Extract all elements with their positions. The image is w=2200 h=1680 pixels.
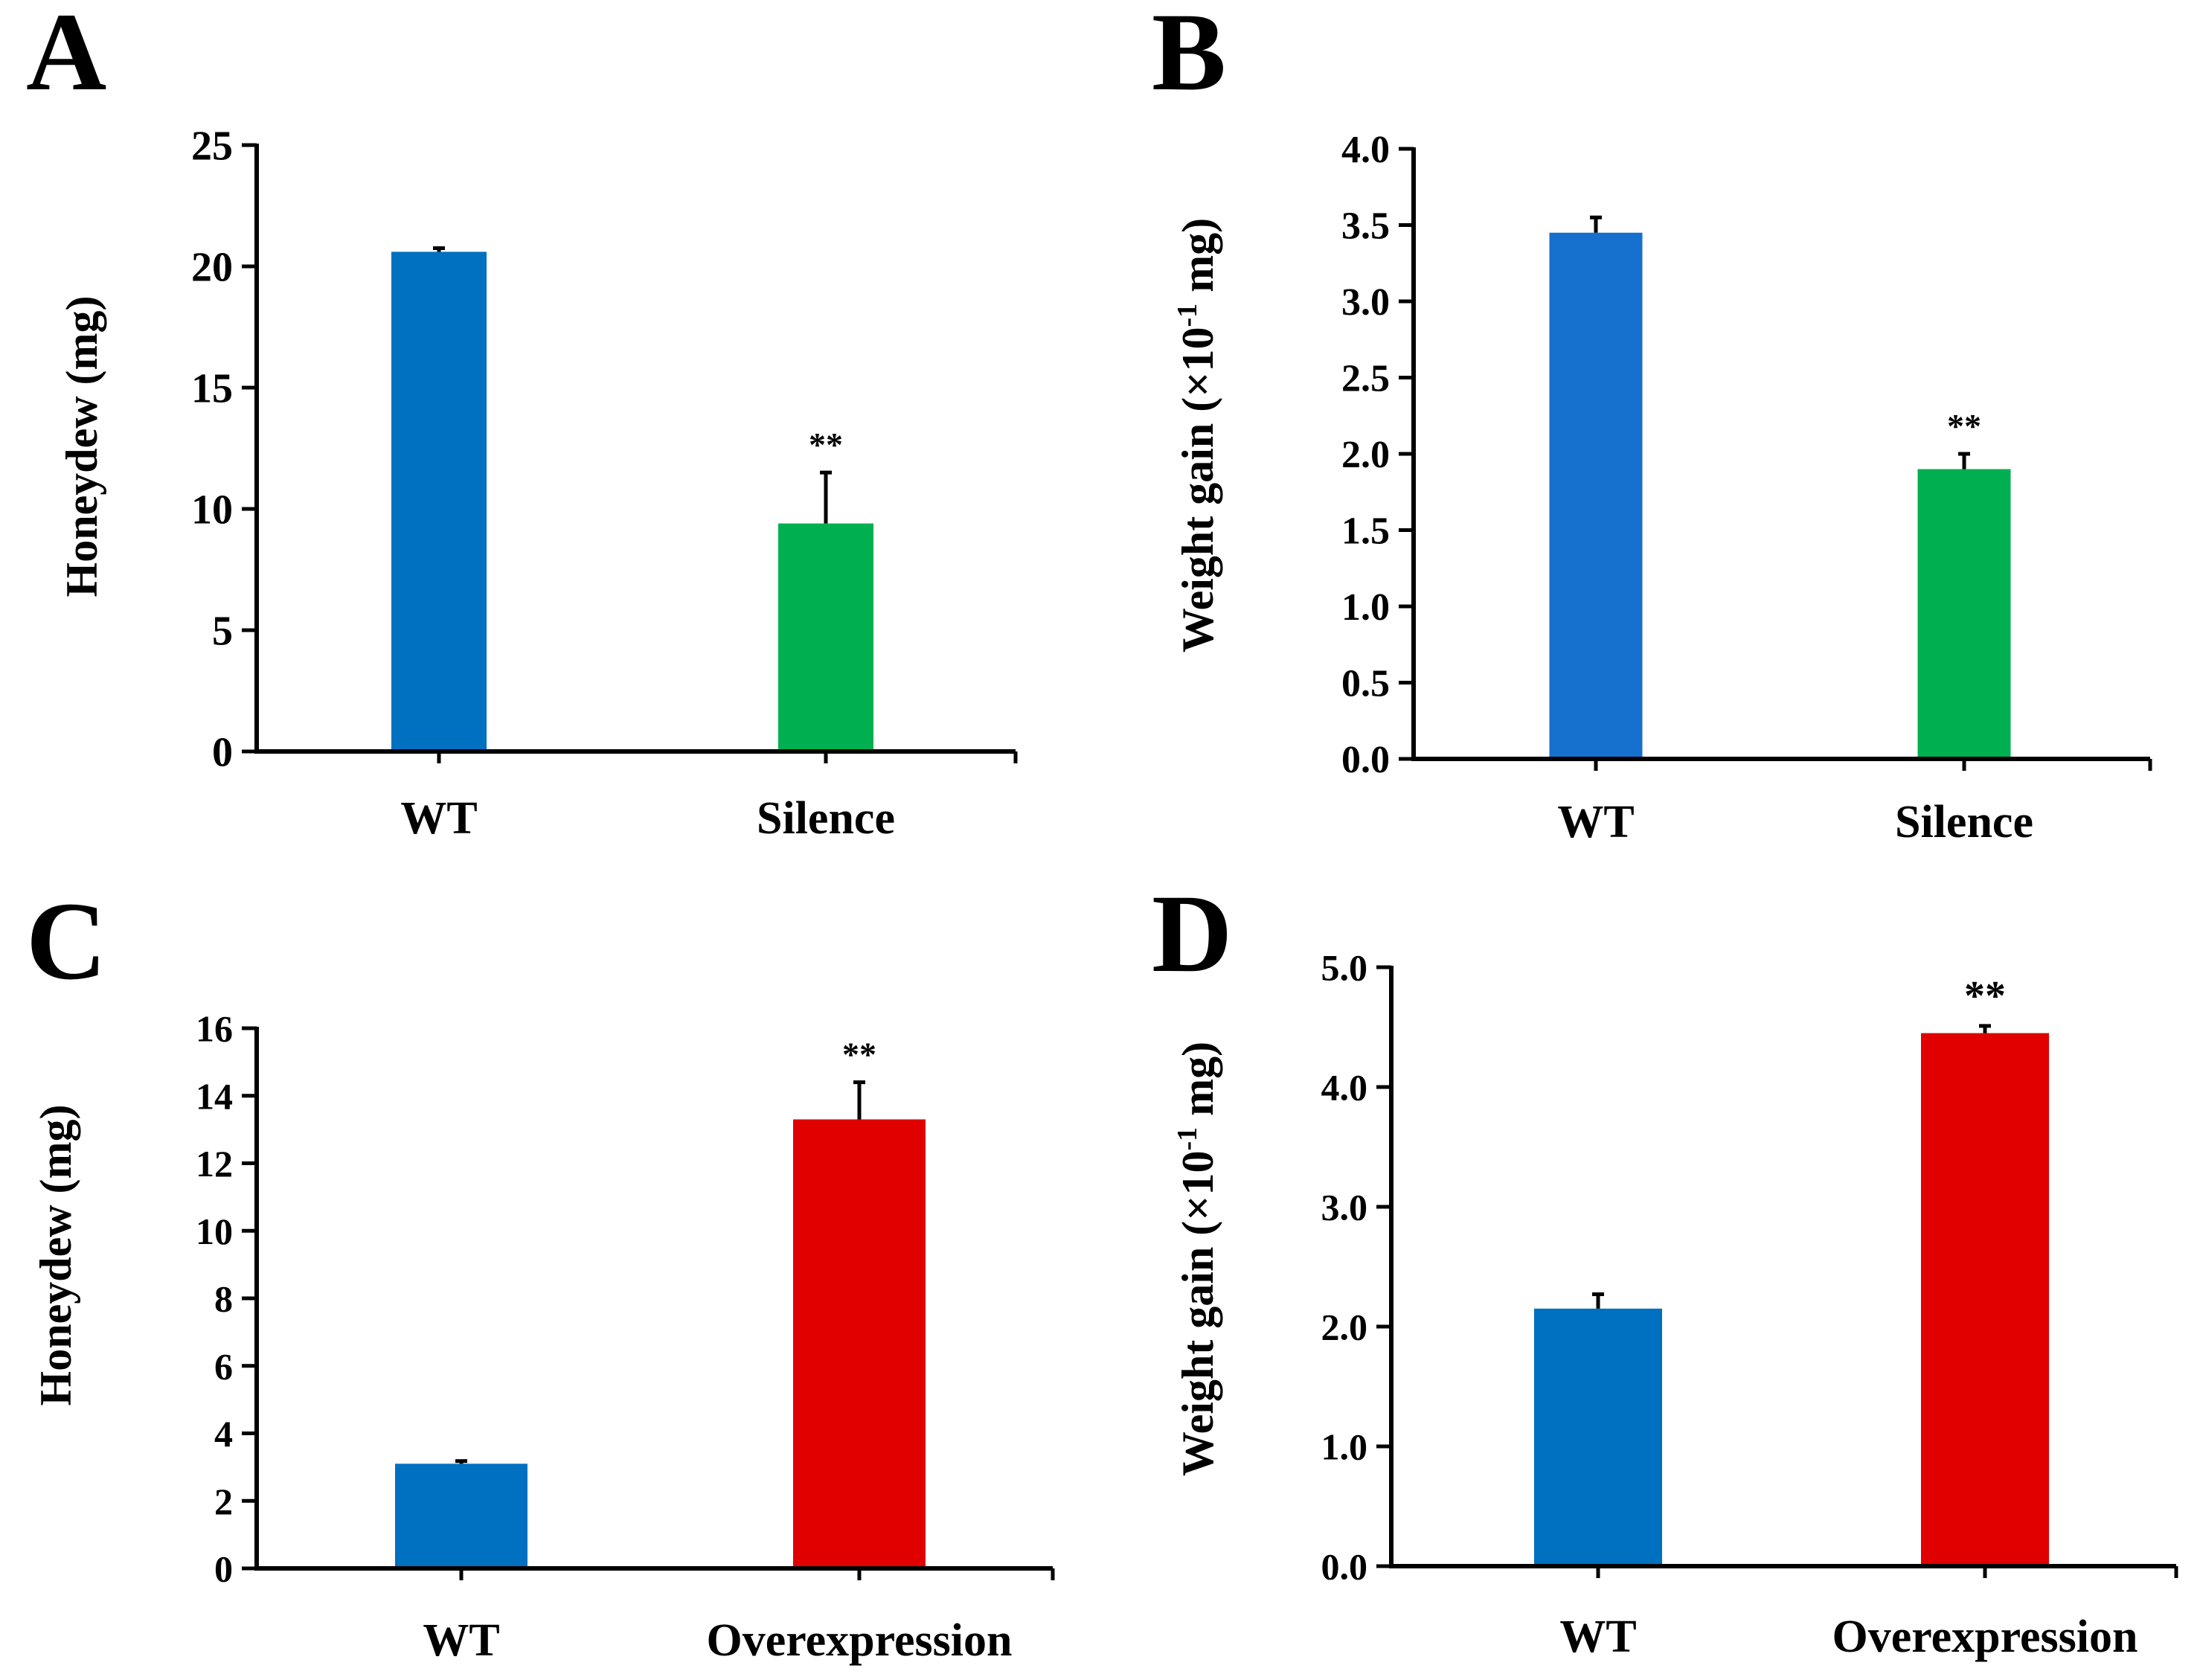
y-tick-label: 25 <box>191 124 233 170</box>
x-tick-label: WT <box>1559 1612 1636 1662</box>
significance-label: ** <box>809 426 843 464</box>
y-tick-label: 4.0 <box>1321 1067 1368 1109</box>
panel-label: D <box>1152 872 1232 996</box>
y-axis-title: Weight gain (×10-1 mg) <box>1172 218 1222 653</box>
y-tick-label: 3.0 <box>1321 1187 1368 1228</box>
y-tick-label: 0.0 <box>1341 739 1390 781</box>
y-tick-label: 1.5 <box>1341 510 1390 553</box>
significance-label: ** <box>1964 973 2006 1019</box>
bar <box>1549 232 1643 759</box>
significance-label: ** <box>842 1036 876 1074</box>
y-tick-label: 16 <box>196 1008 233 1050</box>
y-tick-label: 14 <box>196 1075 233 1117</box>
y-tick-label: 2.0 <box>1321 1307 1368 1348</box>
y-tick-label: 12 <box>196 1143 233 1184</box>
y-tick-label: 2.0 <box>1341 434 1390 476</box>
x-tick-label: Overexpression <box>706 1615 1012 1666</box>
y-tick-label: 0 <box>214 1548 233 1590</box>
panel-label: B <box>1152 0 1226 114</box>
panel-label: C <box>26 879 106 1003</box>
y-tick-label: 3.0 <box>1341 281 1390 324</box>
panel-c: C WT ** Overexpression 0 2 4 6 8 10 12 14 16 Honeydew… <box>26 879 1055 1666</box>
x-tick-label: WT <box>400 793 477 844</box>
bar <box>1534 1308 1662 1566</box>
y-axis-title-exponent: -1 <box>1172 1127 1203 1151</box>
y-tick-label: 3.5 <box>1341 205 1390 248</box>
bar <box>778 523 873 751</box>
y-tick-label: 4.0 <box>1341 129 1390 171</box>
panel-b: B WT ** Silence 0.0 0.5 1.0 1.5 2.0 2.5 3.0 3.5 4.0 W… <box>1152 0 2152 847</box>
y-tick-label: 1.0 <box>1321 1426 1368 1468</box>
x-tick-label: Overexpression <box>1832 1612 2138 1662</box>
panel-label: A <box>26 0 106 114</box>
bar <box>1921 1033 2049 1566</box>
y-tick-label: 0.0 <box>1321 1546 1368 1588</box>
bar <box>1917 469 2011 759</box>
bar <box>793 1119 926 1568</box>
y-tick-label: 2.5 <box>1341 358 1390 400</box>
y-tick-label: 4 <box>214 1413 233 1455</box>
y-axis-title: Honeydew (mg) <box>31 1105 80 1406</box>
y-axis-title: Weight gain (×10-1 mg) <box>1172 1042 1222 1476</box>
panel-a: A WT ** Silence 0 5 10 15 20 25 Honeydew (mg) <box>26 0 1018 844</box>
y-axis-title-exponent: -1 <box>1172 304 1203 327</box>
x-tick-label: Silence <box>1895 797 2033 847</box>
bar <box>391 251 487 751</box>
y-tick-label: 10 <box>196 1211 233 1252</box>
x-tick-label: WT <box>423 1615 499 1666</box>
y-axis-title-unit: mg) <box>1173 218 1222 304</box>
y-tick-label: 5 <box>212 609 233 655</box>
y-tick-label: 6 <box>214 1345 233 1387</box>
bar <box>395 1463 527 1568</box>
x-tick-label: WT <box>1557 797 1634 847</box>
y-axis-title-main: Weight gain (×10 <box>1173 1151 1222 1477</box>
y-tick-label: 2 <box>214 1481 233 1522</box>
y-tick-label: 0 <box>212 730 233 776</box>
significance-label: ** <box>1947 407 1981 445</box>
y-tick-label: 15 <box>191 366 233 412</box>
y-axis-title-main: Weight gain (×10 <box>1173 327 1222 653</box>
x-tick-label: Silence <box>757 793 895 844</box>
y-tick-label: 20 <box>191 245 233 291</box>
y-tick-label: 5.0 <box>1321 947 1368 989</box>
y-axis-title-unit: mg) <box>1173 1042 1222 1127</box>
y-tick-label: 0.5 <box>1341 663 1390 705</box>
y-axis-title: Honeydew (mg) <box>57 296 106 597</box>
y-tick-label: 10 <box>191 487 233 533</box>
y-tick-label: 8 <box>214 1278 233 1320</box>
panel-d: D WT ** Overexpression 0.0 1.0 2.0 3.0 4.0 5.0 Wei… <box>1152 872 2178 1662</box>
y-tick-label: 1.0 <box>1341 586 1390 629</box>
